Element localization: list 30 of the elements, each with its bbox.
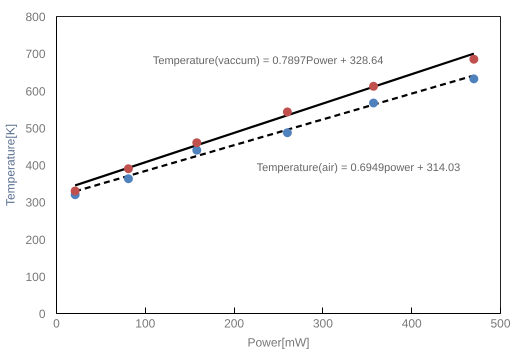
y-axis-title: Temperature[K] — [3, 124, 18, 206]
point — [469, 74, 478, 84]
y-tick-label: 0 — [38, 307, 46, 321]
y-tick-label: 300 — [25, 196, 46, 210]
x-axis-title: Power[mW] — [248, 336, 310, 350]
annotation: Temperature(air) = 0.6949power + 314.03 — [256, 162, 460, 174]
y-tick-label: 600 — [25, 84, 46, 98]
x-tick-label: 100 — [135, 316, 156, 330]
y-tick-label: 200 — [25, 232, 46, 247]
y-tick-label: 500 — [25, 121, 46, 136]
x-tick-label: 300 — [312, 316, 334, 330]
annotation: Temperature(vaccum) = 0.7897Power + 328.64 — [152, 54, 384, 67]
point — [192, 138, 202, 148]
x-tick-label: 0 — [53, 316, 60, 330]
point — [369, 98, 378, 108]
point — [469, 54, 478, 64]
point — [192, 146, 202, 155]
y-tick-label: 700 — [25, 47, 46, 62]
point — [282, 128, 292, 138]
point — [282, 107, 292, 116]
x-tick-label: 500 — [490, 316, 511, 330]
point — [70, 186, 80, 196]
x-tick-label: 200 — [224, 316, 244, 330]
point — [124, 164, 133, 174]
x-tick-label: 400 — [402, 316, 422, 330]
point — [124, 174, 133, 184]
y-tick-label: 400 — [25, 158, 46, 172]
y-tick-label: 800 — [25, 10, 46, 24]
point — [369, 82, 378, 91]
y-tick-label: 100 — [25, 270, 46, 284]
